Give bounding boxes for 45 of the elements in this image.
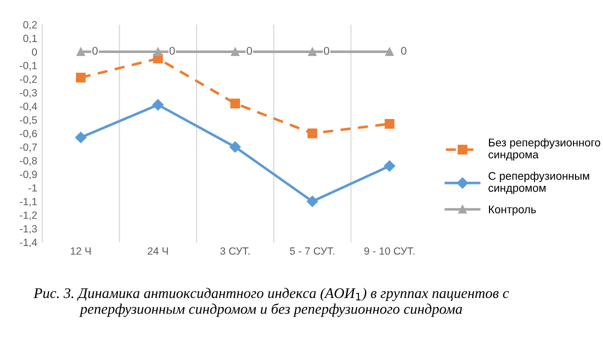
data-label: 0 (170, 46, 175, 55)
point (152, 99, 164, 110)
legend-label: Контроль (488, 206, 536, 216)
legend-label: Без реперфузионного синдрома (488, 138, 600, 161)
y-tick-label: 0,2 (23, 21, 37, 30)
text: Рис. 3. Динамика антиоксидантного индекса (АОИ$_{1}$) в группах пациентов с реперфузионным синдромом и без реперфузионного синдрома (34, 288, 509, 317)
point (231, 48, 240, 56)
x-tick-label: 5 - 7 СУТ. (290, 247, 334, 255)
point (384, 160, 396, 172)
point (306, 196, 318, 207)
x-tick-label: 12 Ч (70, 247, 91, 255)
point (76, 48, 85, 56)
data-label: 0 (324, 46, 330, 55)
y-tick-label: -0,4 (20, 102, 38, 112)
y-tick-label: -0,9 (20, 170, 37, 180)
y-tick-label: -1,4 (20, 238, 38, 248)
point (230, 141, 241, 153)
point (308, 48, 317, 56)
y-tick-label: 0,1 (23, 34, 37, 44)
point (230, 98, 240, 108)
y-tick-label: -1,3 (20, 225, 37, 234)
x-tick-label: 9 - 10 СУТ. (364, 247, 414, 255)
y-tick-label: -0,8 (20, 157, 37, 166)
point (76, 72, 86, 82)
y-tick-label: -0,2 (20, 75, 37, 84)
y-tick-label: -1 (28, 184, 37, 192)
y-tick-label: -0,5 (20, 116, 37, 125)
y-tick-label: -0,1 (20, 62, 37, 70)
y-tick-label: 0 (32, 48, 37, 56)
y-tick-label: -1,2 (20, 211, 37, 220)
data-label: 0 (92, 46, 98, 55)
y-tick-label: -1,1 (20, 198, 37, 206)
point (75, 132, 86, 144)
point (384, 118, 394, 129)
x-tick-label: 24 Ч (148, 247, 168, 255)
x-tick-label: 3 СУТ. (220, 247, 250, 255)
y-tick-label: -0,3 (20, 89, 37, 98)
y-tick-label: -0,6 (20, 130, 37, 138)
point (307, 128, 318, 138)
y-tick-label: -0,7 (20, 143, 37, 152)
point (385, 48, 394, 56)
data-label: 0 (401, 46, 406, 55)
point (154, 48, 162, 56)
data-label: 0 (246, 46, 252, 55)
legend-label: С реперфузионным синдромом (488, 172, 590, 194)
